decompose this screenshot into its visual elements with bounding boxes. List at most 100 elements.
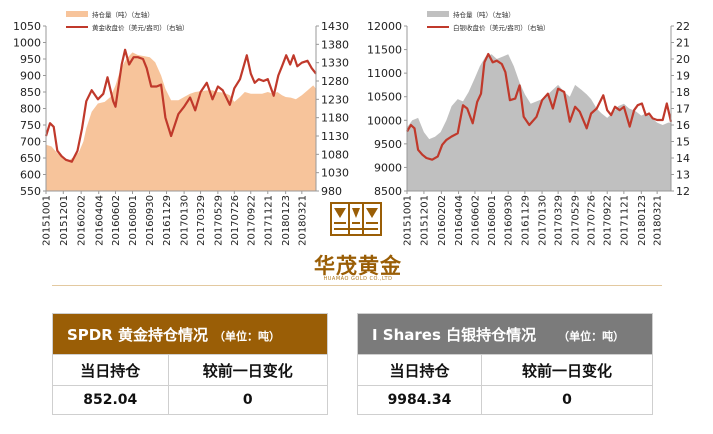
- y-left-tick-label: 1000: [13, 37, 41, 50]
- y-right-tick-label: 22: [676, 20, 690, 33]
- y-right-tick-label: 13: [676, 169, 690, 182]
- y-right-tick-label: 1180: [321, 112, 349, 125]
- gold-holding-table: SPDR 黄金持仓情况 （单位：吨） 当日持仓 较前一日变化 852.04 0: [52, 313, 328, 415]
- y-left-tick-label: 750: [20, 119, 41, 132]
- x-tick-label: 20171121: [263, 195, 274, 246]
- y-left-tick-label: 11000: [367, 67, 402, 80]
- logo-name: 华茂黄金: [314, 254, 402, 278]
- silver-table-title: I Shares 白银持仓情况: [372, 325, 537, 344]
- y-right-tick-label: 1330: [321, 57, 349, 70]
- price-line: [406, 52, 673, 161]
- y-right-tick-label: 1380: [321, 38, 349, 51]
- silver-table-header: I Shares 白银持仓情况 （单位：吨）: [357, 313, 653, 355]
- y-right-tick-label: 14: [676, 152, 690, 165]
- y-right-tick-label: 1430: [321, 20, 349, 33]
- price-line: [44, 48, 317, 163]
- silver-change-value: 0: [480, 385, 654, 415]
- silver-holding-table: I Shares 白银持仓情况 （单位：吨） 当日持仓 较前一日变化 9984.3…: [357, 313, 654, 415]
- holding-area: [46, 52, 316, 192]
- company-logo-icon: [330, 202, 382, 236]
- chart-gold: 550 600 650 700 750 800 850 900 950 1000 1050 980 10…: [13, 10, 349, 246]
- x-tick-label: 20151201: [419, 195, 430, 246]
- charts-area: 550 600 650 700 750 800 850 900 950 1000 1050 980 10…: [13, 10, 690, 246]
- y-right-tick-label: 1130: [321, 130, 349, 143]
- x-tick-label: 20160202: [77, 195, 88, 246]
- y-right-tick-label: 1080: [321, 148, 349, 161]
- y-right-tick-label: 1230: [321, 93, 349, 106]
- y-left-tick-label: 9000: [374, 161, 402, 174]
- y-left-tick-label: 9500: [374, 138, 402, 151]
- legend-label: 黄金收盘价（美元/盎司）（右轴）: [92, 23, 188, 32]
- legend-label: 白银收盘价（美元/盎司）（右轴）: [453, 23, 549, 32]
- y-right-tick-label: 12: [676, 185, 690, 198]
- y-left-tick-label: 10500: [367, 91, 402, 104]
- x-tick-label: 20171121: [619, 195, 630, 246]
- x-tick-label: 20170130: [180, 195, 191, 246]
- y-left-tick-label: 800: [20, 103, 41, 116]
- y-left-tick-label: 8500: [374, 185, 402, 198]
- legend-label: 持仓量（吨）（左轴）: [453, 10, 515, 19]
- gold-table-header: SPDR 黄金持仓情况 （单位：吨）: [52, 313, 328, 355]
- y-right-tick-label: 17: [676, 103, 690, 116]
- silver-table-unit: （单位：吨）: [558, 329, 625, 343]
- x-tick-label: 20160602: [470, 195, 481, 246]
- y-left-tick-label: 1050: [13, 20, 41, 33]
- x-tick-label: 20160202: [437, 195, 448, 246]
- chart-silver: 8500 9000 9500 10000 10500 11000 11500 12000 12 1…: [367, 10, 690, 246]
- x-tick-label: 20161129: [520, 195, 531, 246]
- x-tick-label: 20160602: [111, 195, 122, 246]
- gold-col-holding: 当日持仓: [52, 354, 169, 386]
- x-tick-label: 20160801: [128, 195, 139, 246]
- x-tick-label: 20170922: [246, 195, 257, 246]
- y-right-tick-label: 980: [321, 185, 342, 198]
- x-tick-label: 20170726: [587, 195, 598, 246]
- y-left-tick-label: 650: [20, 152, 41, 165]
- y-left-tick-label: 11500: [367, 44, 402, 57]
- y-right-tick-label: 16: [676, 119, 690, 132]
- x-tick-label: 20170726: [230, 195, 241, 246]
- gold-col-change: 较前一日变化: [167, 354, 328, 386]
- y-left-tick-label: 10000: [367, 114, 402, 127]
- x-tick-label: 20170329: [554, 195, 565, 246]
- divider-line: [52, 285, 662, 286]
- x-tick-label: 20161129: [162, 195, 173, 246]
- y-left-tick-label: 850: [20, 86, 41, 99]
- y-left-tick-label: 700: [20, 136, 41, 149]
- x-tick-label: 20160801: [487, 195, 498, 246]
- y-right-tick-label: 21: [676, 37, 690, 50]
- y-right-tick-label: 15: [676, 136, 690, 149]
- x-tick-label: 20160930: [504, 195, 515, 246]
- x-tick-label: 20180321: [297, 195, 308, 246]
- gold-holding-value: 852.04: [52, 385, 169, 415]
- gold-change-value: 0: [167, 385, 328, 415]
- gold-table-title: SPDR 黄金持仓情况: [67, 325, 209, 344]
- y-right-tick-label: 1280: [321, 75, 349, 88]
- y-right-tick-label: 1030: [321, 167, 349, 180]
- y-right-tick-label: 18: [676, 86, 690, 99]
- x-tick-label: 20180321: [653, 195, 664, 246]
- y-right-tick-label: 19: [676, 70, 690, 83]
- x-tick-label: 20170130: [538, 195, 549, 246]
- y-left-tick-label: 12000: [367, 20, 402, 33]
- silver-holding-value: 9984.34: [357, 385, 482, 415]
- x-tick-label: 20170922: [603, 195, 614, 246]
- y-left-tick-label: 550: [20, 185, 41, 198]
- x-tick-label: 20160404: [94, 195, 105, 246]
- x-tick-label: 20170329: [196, 195, 207, 246]
- legend-swatch-area: [427, 11, 449, 17]
- y-left-tick-label: 950: [20, 53, 41, 66]
- x-tick-label: 20170529: [571, 195, 582, 246]
- gold-table-unit: （单位：吨）: [214, 329, 281, 343]
- x-tick-label: 20160404: [454, 195, 465, 246]
- x-tick-label: 20151001: [42, 195, 53, 246]
- y-right-tick-label: 20: [676, 53, 690, 66]
- x-tick-label: 20151001: [403, 195, 414, 246]
- holding-area: [407, 54, 671, 191]
- x-tick-label: 20170529: [213, 195, 224, 246]
- x-tick-label: 20180123: [637, 195, 648, 246]
- silver-col-holding: 当日持仓: [357, 354, 482, 386]
- y-left-tick-label: 600: [20, 169, 41, 182]
- silver-col-change: 较前一日变化: [480, 354, 654, 386]
- logo-subtitle: HUAMAO GOLD CO.,LTD: [323, 276, 393, 282]
- x-tick-label: 20151201: [59, 195, 70, 246]
